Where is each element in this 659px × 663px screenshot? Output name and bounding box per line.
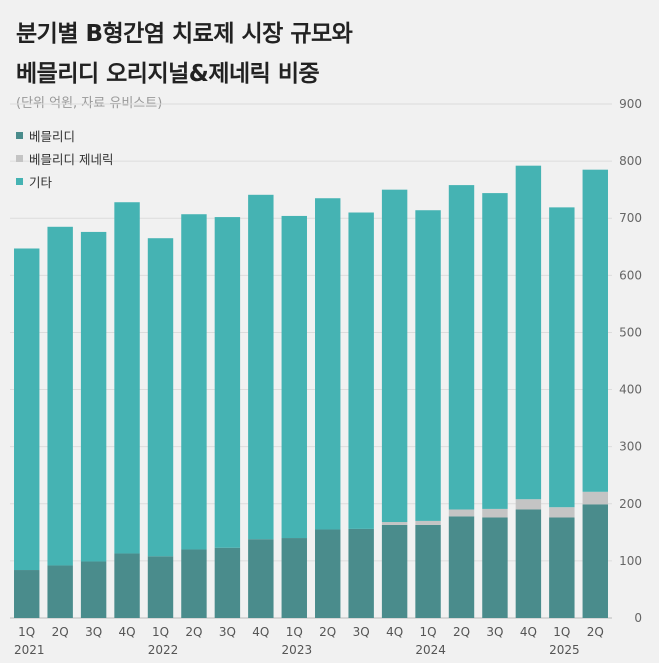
legend-label-generic: 베믈리디 제네릭 [29,152,114,167]
bar-segment-other [281,215,307,539]
x-tick-label: 4Q [252,625,269,639]
x-tick-label: 4Q [520,625,537,639]
bar-segment-other [448,185,475,510]
y-tick-label: 600 [619,268,642,282]
chart-title-line1: 분기별 B형간염 치료제 시장 규모와 [16,21,353,47]
bar-segment-generic [482,508,508,518]
bar-segment-bemlidy [515,509,542,618]
bar-segment-bemlidy [549,517,575,618]
y-tick-label: 300 [619,440,642,454]
legend: 베믈리디 베믈리디 제네릭 기타 [16,124,113,193]
x-tick-label: 1Q [286,625,303,639]
bar-segment-bemlidy [214,547,241,618]
bar-segment-generic [448,509,475,517]
bar-segment-other [214,217,241,548]
legend-item-generic: 베믈리디 제네릭 [16,147,113,170]
bar-segment-generic [582,491,608,505]
bar-segment-generic [415,520,441,525]
y-tick-label: 500 [619,325,642,339]
bar-segment-other [248,194,274,540]
y-tick-label: 0 [634,611,642,625]
y-tick-label: 800 [619,154,642,168]
year-label: 2021 [14,643,45,657]
legend-label-other: 기타 [29,175,53,190]
y-tick-label: 700 [619,211,642,225]
legend-item-bemlidy: 베믈리디 [16,124,113,147]
chart-title-line2: 베믈리디 오리지널&제네릭 비중 [16,61,320,87]
x-tick-label: 4Q [119,625,136,639]
bar-segment-other [515,165,542,500]
x-tick-label: 2Q [587,625,604,639]
y-tick-label: 900 [619,97,642,111]
bar-segment-other [147,238,174,557]
bar-segment-bemlidy [14,570,40,618]
y-tick-label: 400 [619,383,642,397]
bar-segment-other [114,202,140,554]
year-label: 2025 [549,643,580,657]
bar-segment-bemlidy [582,504,608,618]
bar-segment-other [549,207,575,508]
bar-segment-other [348,212,374,529]
x-tick-label: 3Q [486,625,503,639]
x-tick-label: 1Q [553,625,570,639]
bar-segment-bemlidy [281,538,307,618]
legend-swatch-generic [16,155,23,162]
year-label: 2022 [148,643,179,657]
bar-segment-other [415,210,441,521]
bar-segment-other [315,198,341,530]
x-tick-label: 1Q [18,625,35,639]
bar-segment-other [482,193,508,509]
bar-segment-bemlidy [114,553,140,618]
bar-segment-other [381,189,408,523]
bar-segment-bemlidy [147,556,174,618]
bar-segment-generic [549,507,575,518]
bar-segment-bemlidy [482,517,508,618]
year-label: 2024 [415,643,446,657]
x-tick-label: 2Q [52,625,69,639]
y-tick-label: 200 [619,497,642,511]
y-tick-label: 100 [619,554,642,568]
legend-item-other: 기타 [16,170,113,193]
bar-segment-bemlidy [248,539,274,618]
x-tick-label: 1Q [420,625,437,639]
legend-swatch-bemlidy [16,132,23,139]
x-tick-label: 2Q [319,625,336,639]
bar-segment-other [47,226,73,566]
legend-label-bemlidy: 베믈리디 [29,129,76,144]
bar-segment-bemlidy [80,561,107,618]
bar-segment-bemlidy [47,565,73,618]
bar-segment-other [181,214,207,550]
bar-segment-generic [381,522,408,525]
bar-segment-generic [515,499,542,510]
bar-segment-bemlidy [348,528,374,618]
x-tick-label: 4Q [386,625,403,639]
x-tick-label: 1Q [152,625,169,639]
bar-segment-bemlidy [381,524,408,618]
x-tick-label: 2Q [453,625,470,639]
x-tick-label: 3Q [219,625,236,639]
x-tick-label: 3Q [85,625,102,639]
bar-segment-bemlidy [315,529,341,618]
bar-segment-other [582,169,608,492]
bar-segment-bemlidy [181,549,207,618]
x-tick-label: 2Q [185,625,202,639]
x-tick-label: 3Q [353,625,370,639]
legend-swatch-other [16,178,23,185]
bar-segment-bemlidy [448,516,475,618]
year-label: 2023 [282,643,313,657]
bar-segment-bemlidy [415,524,441,618]
bar-segment-other [80,231,107,562]
bar-segment-other [14,248,40,571]
